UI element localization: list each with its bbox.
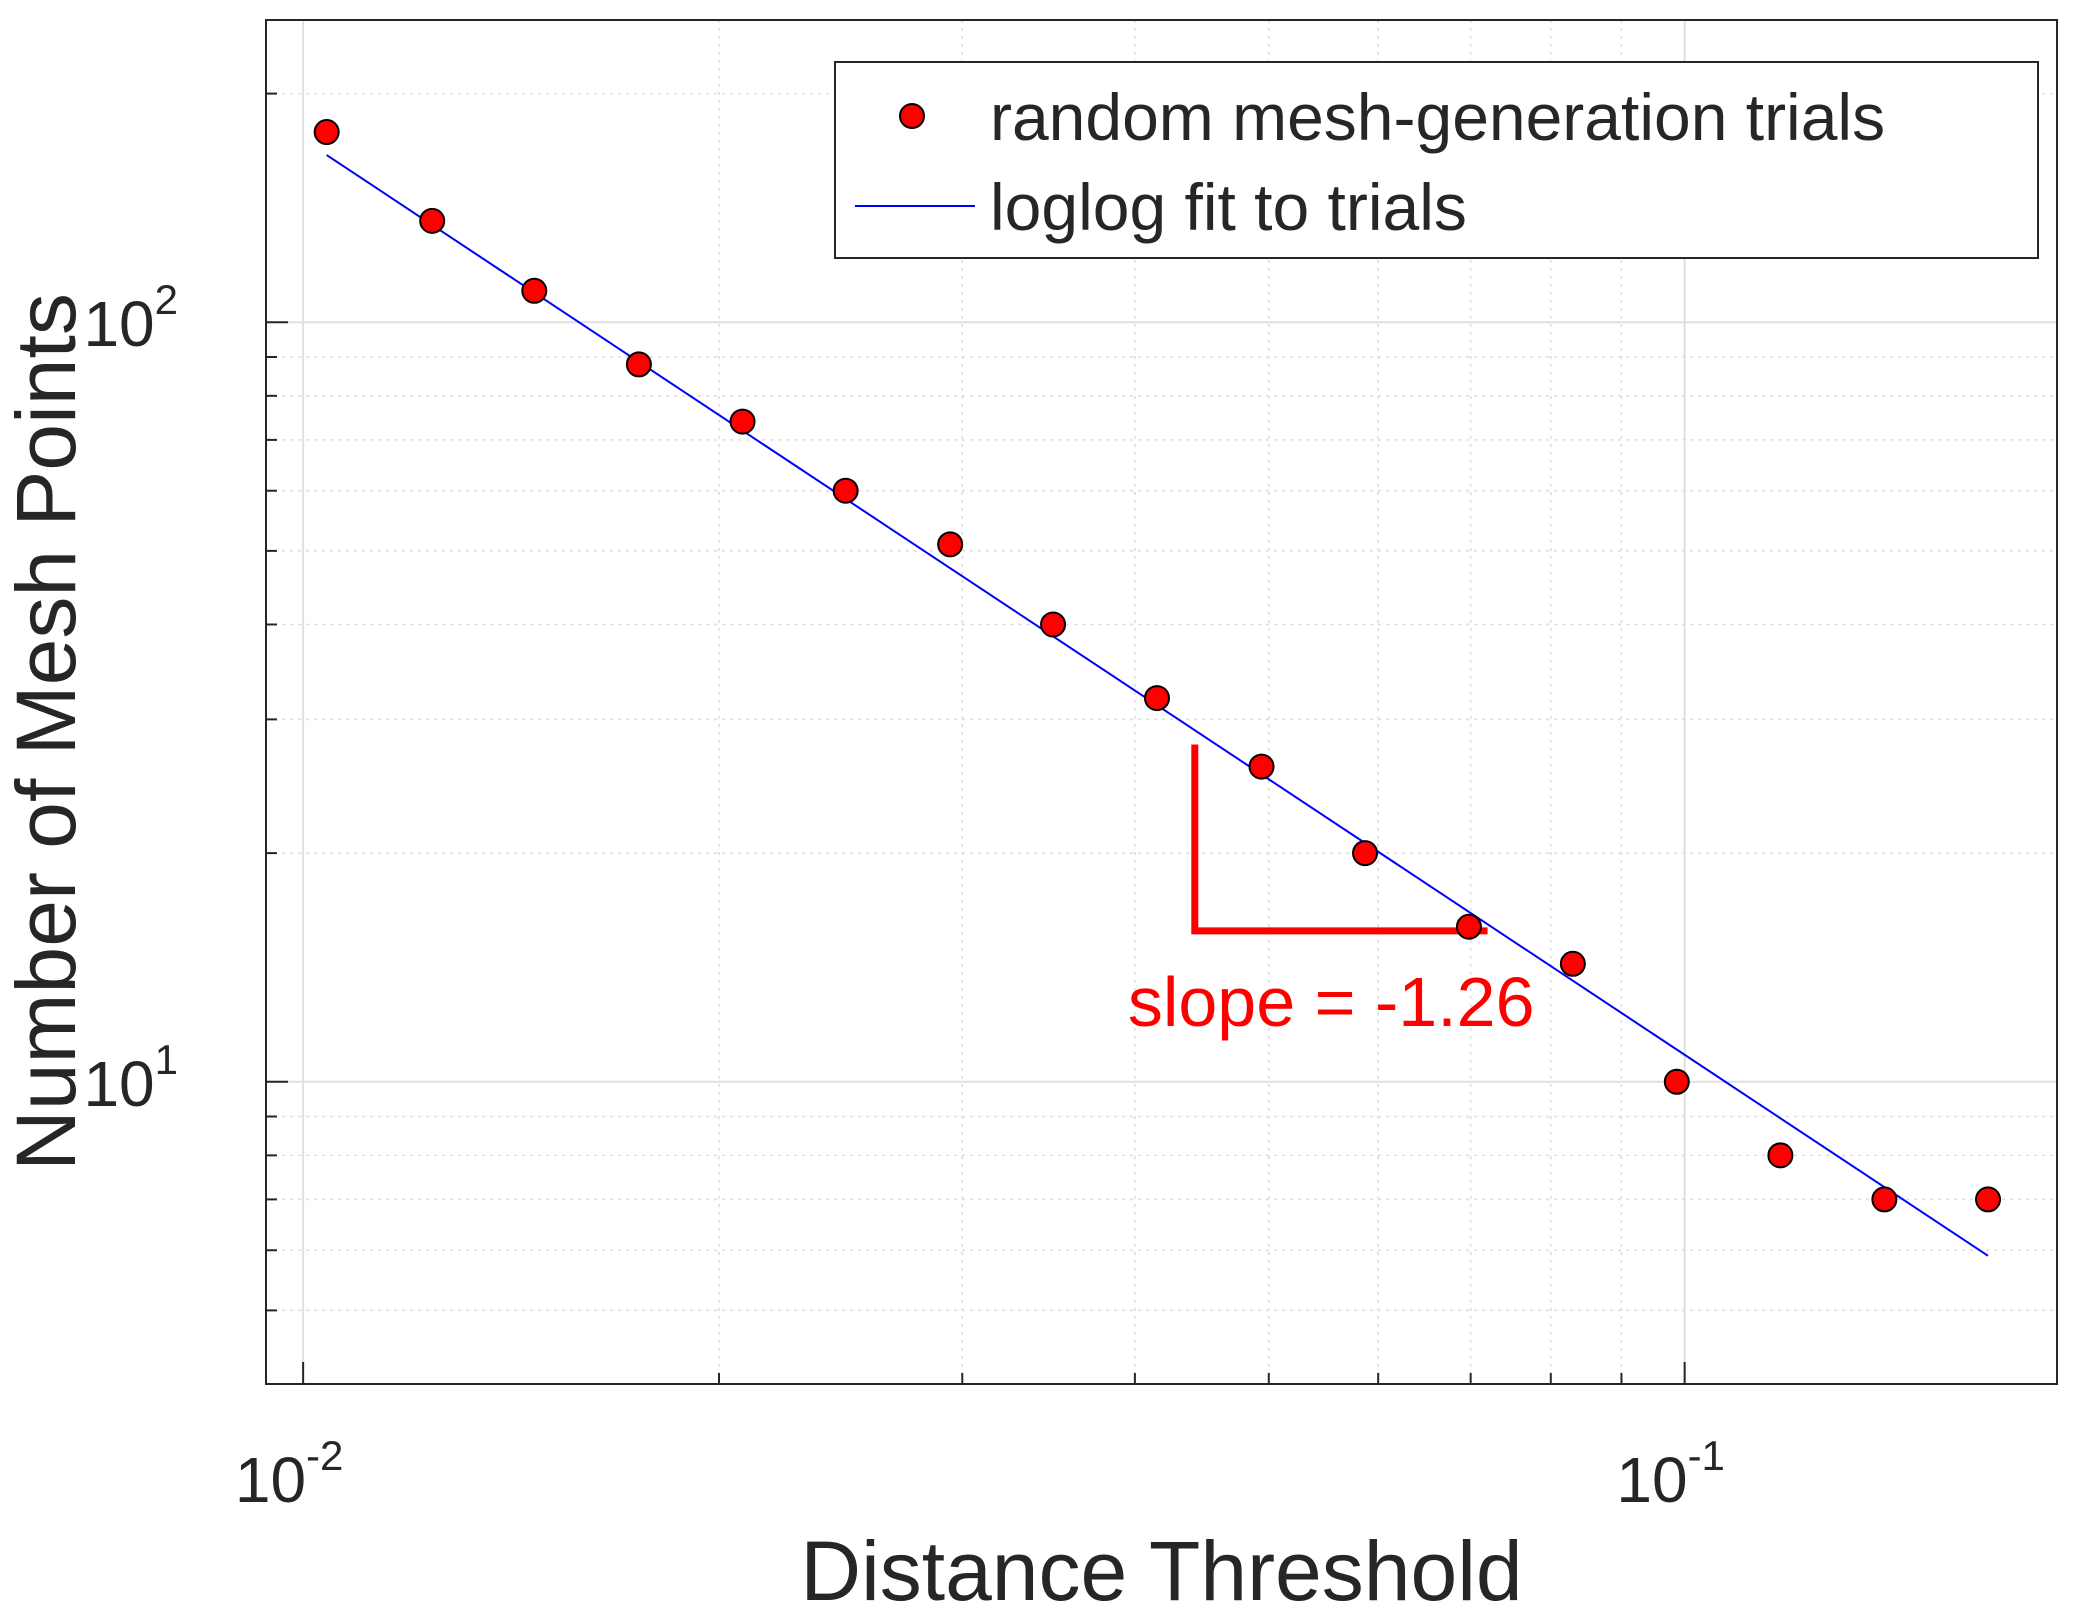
data-point: [313, 119, 340, 146]
data-point: [419, 207, 446, 234]
legend-entry-fit: loglog fit to trials: [990, 170, 1467, 244]
x-tick-label: 10-2: [235, 1432, 344, 1516]
data-point: [1455, 913, 1482, 940]
data-point: [1975, 1186, 2002, 1213]
data-point: [1352, 840, 1379, 867]
tick-marks: [266, 92, 1686, 1385]
tick-labels: 10-2 10-1 101 102: [83, 276, 1724, 1516]
data-point: [1871, 1186, 1898, 1213]
data-point: [832, 477, 859, 504]
data-point: [1248, 753, 1275, 780]
data-point: [937, 531, 964, 558]
legend-box: [834, 61, 2039, 259]
data-point: [729, 408, 756, 435]
data-point: [625, 351, 652, 378]
data-point: [1559, 950, 1586, 977]
y-tick-label: 101: [83, 1036, 178, 1120]
data-point: [521, 277, 548, 304]
x-axis-label: Distance Threshold: [800, 1524, 1522, 1618]
plot-area-frame: [265, 19, 2058, 1385]
data-point: [1143, 685, 1170, 712]
legend: random mesh-generation trials loglog fit…: [834, 61, 2039, 259]
slope-label: slope = -1.26: [1128, 963, 1535, 1041]
legend-marker-icon: [899, 103, 925, 129]
y-tick-label: 102: [83, 276, 178, 360]
data-point: [1040, 611, 1067, 638]
x-tick-label: 10-1: [1616, 1432, 1725, 1516]
data-points: [313, 119, 2002, 1213]
slope-triangle: [1191, 744, 1488, 935]
slope-annotation: slope = -1.26: [1128, 744, 1535, 1041]
y-axis-label: Number of Mesh Points: [0, 293, 93, 1171]
data-point: [1767, 1142, 1794, 1169]
legend-entry-trials: random mesh-generation trials: [990, 80, 1885, 154]
data-point: [1663, 1068, 1690, 1095]
